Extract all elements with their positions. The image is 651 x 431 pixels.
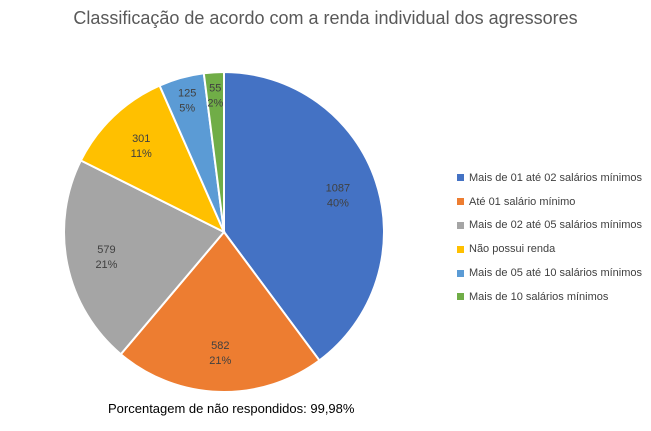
legend-label-2: Mais de 02 até 05 salários mínimos <box>469 219 643 232</box>
legend-label-0: Mais de 01 até 02 salários mínimos <box>469 171 643 184</box>
slice-percent-label-5: 2% <box>207 98 223 110</box>
slice-value-label-4: 125 <box>178 87 196 99</box>
slice-value-label-1: 582 <box>211 340 229 352</box>
legend-item-2: Mais de 02 até 05 salários mínimos <box>457 214 642 238</box>
legend-label-3: Não possui renda <box>469 243 556 256</box>
legend-swatch-5 <box>457 293 464 301</box>
pie-slice-3 <box>79 84 227 235</box>
legend-item-4: Mais de 05 até 10 salários mínimos <box>457 261 642 285</box>
pie-slice-1 <box>119 230 321 393</box>
legend-item-1: Até 01 salário mínimo <box>457 190 642 214</box>
legend-label-4: Mais de 05 até 10 salários mínimos <box>469 267 643 280</box>
legend-label-5: Mais de 10 salários mínimos <box>469 290 609 303</box>
slice-value-label-5: 55 <box>209 83 221 95</box>
legend-item-0: Mais de 01 até 02 salários mínimos <box>457 166 642 190</box>
legend-label-1: Até 01 salário mínimo <box>469 195 576 208</box>
chart-title: Classificação de acordo com a renda indi… <box>73 8 578 28</box>
legend-swatch-2 <box>457 221 464 229</box>
slice-percent-label-3: 11% <box>131 148 152 160</box>
slice-value-label-0: 1087 <box>326 182 350 194</box>
legend-item-3: Não possui renda <box>457 237 642 261</box>
slice-percent-label-2: 21% <box>95 259 117 271</box>
slice-percent-label-0: 40% <box>327 197 349 209</box>
slice-percent-label-4: 5% <box>179 102 195 114</box>
legend-swatch-3 <box>457 245 464 253</box>
legend-swatch-1 <box>457 198 464 206</box>
pie-slice-2 <box>63 159 226 356</box>
pie-slice-0 <box>223 70 385 362</box>
footnote: Porcentagem de não respondidos: 99,98% <box>108 401 355 416</box>
pie-slice-5 <box>202 70 225 233</box>
chart-legend: Mais de 01 até 02 salários mínimos Até 01… <box>457 166 642 309</box>
legend-swatch-0 <box>457 174 464 182</box>
slice-value-label-2: 579 <box>97 244 115 256</box>
slice-value-label-3: 301 <box>132 133 150 145</box>
slice-percent-label-1: 21% <box>209 355 231 367</box>
legend-item-5: Mais de 10 salários mínimos <box>457 285 642 309</box>
legend-swatch-4 <box>457 269 464 277</box>
